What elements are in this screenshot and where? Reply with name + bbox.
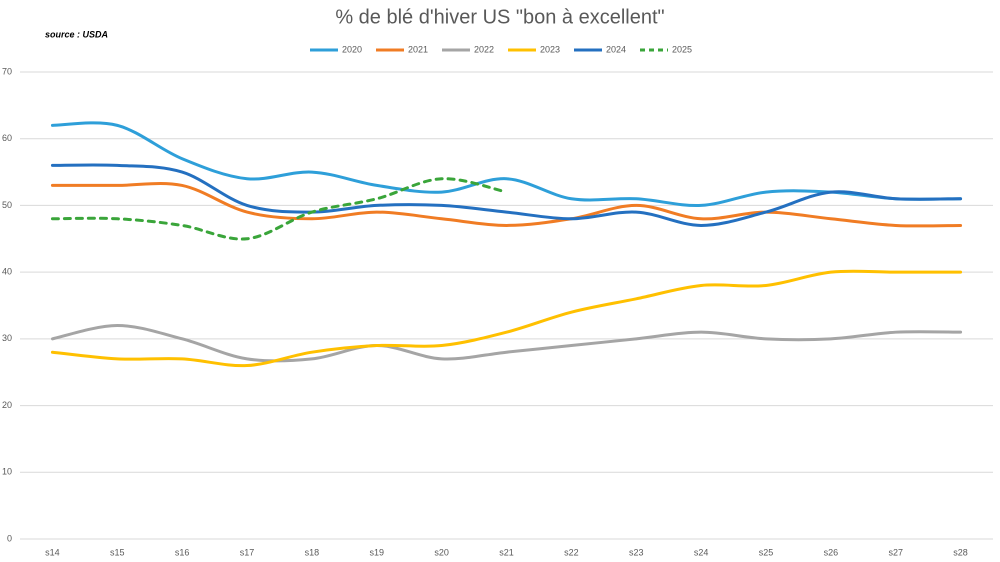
x-tick-label: s14	[45, 547, 60, 557]
legend-label: 2021	[408, 44, 428, 54]
x-tick-label: s19	[370, 547, 385, 557]
y-tick-label: 50	[2, 200, 12, 210]
legend-label: 2020	[342, 44, 362, 54]
legend-label: 2023	[540, 44, 560, 54]
x-tick-label: s15	[110, 547, 125, 557]
chart-title: % de blé d'hiver US "bon à excellent"	[335, 6, 664, 28]
legend-label: 2025	[672, 44, 692, 54]
x-tick-label: s23	[629, 547, 644, 557]
x-tick-label: s24	[694, 547, 709, 557]
x-tick-label: s28	[953, 547, 968, 557]
x-tick-label: s21	[499, 547, 514, 557]
series-line	[50, 181, 963, 228]
series-line	[50, 163, 963, 227]
y-tick-label: 60	[2, 133, 12, 143]
source: source : USDA	[45, 29, 108, 39]
y-tick-label: 20	[2, 400, 12, 410]
y-tick-label: 10	[2, 467, 12, 477]
series-line	[50, 269, 963, 368]
y-tick-label: 30	[2, 333, 12, 343]
series-line	[50, 177, 508, 241]
x-tick-label: s17	[240, 547, 255, 557]
series-line	[50, 324, 963, 363]
x-tick-label: s26	[824, 547, 839, 557]
legend-label: 2024	[606, 44, 626, 54]
legend-label: 2022	[474, 44, 494, 54]
y-tick-label: 40	[2, 267, 12, 277]
y-tick-label: 0	[7, 533, 12, 543]
x-tick-label: s25	[759, 547, 774, 557]
x-tick-label: s18	[305, 547, 320, 557]
series-line	[50, 121, 963, 208]
x-tick-label: s22	[564, 547, 579, 557]
x-tick-label: s20	[434, 547, 449, 557]
x-tick-label: s16	[175, 547, 190, 557]
x-tick-label: s27	[888, 547, 903, 557]
y-tick-label: 70	[2, 66, 12, 76]
